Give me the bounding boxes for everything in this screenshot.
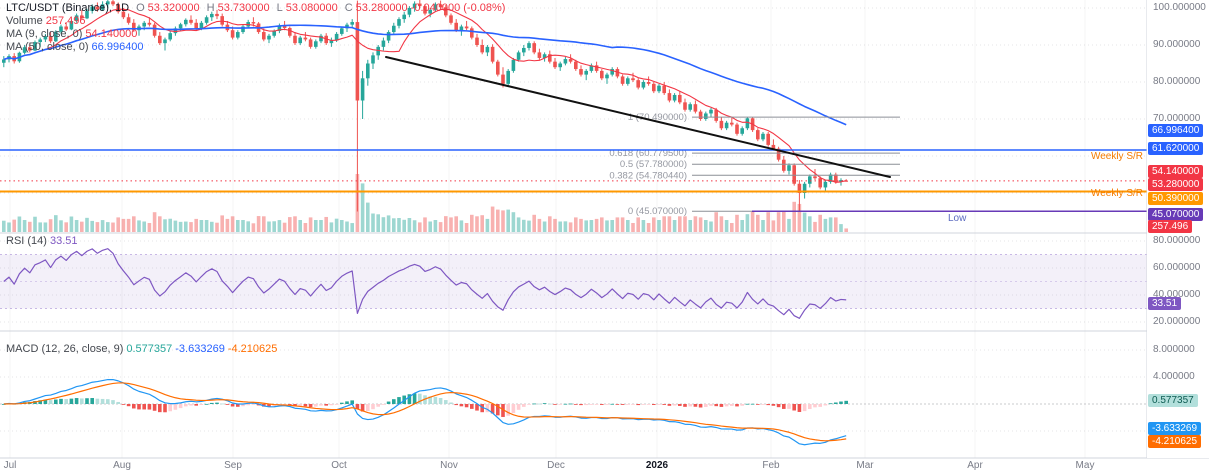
time-label-dec: Dec [547,460,565,471]
rsi-value: 33.51 [49,235,78,247]
time-label-aug: Aug [113,460,131,471]
macd-pane [2,378,848,446]
fib-level-label: 0 (45.070000) [628,206,687,217]
macd-label[interactable]: MACD (12, 26, close, 9) [6,343,124,355]
ma50-value-badge: 66.996400 [1148,124,1204,137]
rsi-label[interactable]: RSI (14) [6,235,47,247]
macd-legend: MACD (12, 26, close, 9) 0.577357 -3.633269… [6,343,277,356]
symbol-title[interactable]: LTC/USDT (Binance), 1D [6,2,130,14]
fib-retracement[interactable]: 1 (70.490000) 0.618 (60.779500)0.5 (57.78… [609,112,900,217]
macd-signal-badge: -4.210625 [1148,435,1202,448]
macd-line-badge: -3.633269 [1148,422,1202,435]
axis-tick: 20.000000 [1153,316,1201,327]
rsi-legend: RSI (14) 33.51 [6,235,78,248]
ma50-value: 66.996400 [91,41,144,53]
weekly-sr-label-1[interactable]: Weekly S/R [1090,151,1143,162]
low-label[interactable]: Low [948,213,967,224]
time-label-apr: Apr [967,460,983,471]
axis-tick: 80.000000 [1153,235,1201,246]
volume-value-badge: 257.496 [1148,220,1193,233]
rsi-band [0,254,1147,309]
macd-hist-value: 0.577357 [126,343,173,355]
ma50-label[interactable]: MA (50, close, 0) [6,41,89,53]
fib-level-label: 0.382 (54.780440) [609,170,687,181]
fib-level-label: 0.618 (60.779500) [609,148,687,159]
fib-level-label: 1 (70.490000) [628,112,687,123]
ma9-value: 54.140000 [85,28,138,40]
fib-level-label: 0.5 (57.780000) [620,159,687,170]
axis-tick: 8.000000 [1153,344,1195,355]
rsi-line [3,248,847,319]
time-label-may: May [1075,460,1095,471]
axis-tick: 100.000000 [1153,2,1206,13]
macd-line-value: -3.633269 [175,343,225,355]
volume-value: 257.496 [45,15,86,27]
macd-signal-value: -4.210625 [227,343,278,355]
axis-tick: 40.000000 [1153,289,1201,300]
axis-tick: 90.000000 [1153,39,1201,50]
close-value: 53.280000 [355,2,408,14]
ma9-value-badge: 54.140000 [1148,165,1204,178]
time-axis[interactable]: Jul Aug Sep Oct Nov Dec 2026 Feb Mar Apr May [0,460,1147,475]
time-label-jul: Jul [3,460,17,471]
low-line-badge: 45.070000 [1148,208,1204,221]
rsi-pane [0,248,1147,319]
macd-signal-line [3,382,847,442]
volume-bars [2,174,848,232]
price-axis[interactable]: 100.000000 90.000000 80.000000 70.000000 80.… [1147,0,1209,458]
time-label-oct: Oct [331,460,347,471]
gridlines [0,0,1147,458]
macd-hist-badge: 0.577357 [1148,394,1198,407]
ma9-label[interactable]: MA (9, close, 0) [6,28,83,40]
weekly-sr-lower-badge: 50.390000 [1148,192,1204,205]
axis-tick: 60.000000 [1153,262,1201,273]
axis-tick: 4.000000 [1153,371,1195,382]
open-value: 53.320000 [147,2,200,14]
time-label-sep: Sep [224,460,242,471]
weekly-sr-label-2[interactable]: Weekly S/R [1090,188,1143,199]
volume-label[interactable]: Volume [6,15,43,27]
macd-line [3,378,847,446]
axis-tick: 70.000000 [1153,113,1201,124]
low-label: L [276,2,283,14]
axis-tick: 80.000000 [1153,76,1201,87]
ma9-line [3,8,847,183]
high-label: H [206,2,215,14]
open-label: O [136,2,145,14]
time-label-mar: Mar [856,460,874,471]
ma50-line [3,24,847,126]
ohlc-legend: LTC/USDT (Binance), 1D O 53.320000 H 53.7300… [6,2,505,54]
close-label: C [344,2,353,14]
weekly-sr-upper-badge: 61.620000 [1148,142,1204,155]
time-label-nov: Nov [440,460,458,471]
high-value: 53.730000 [217,2,270,14]
trendline[interactable] [385,56,891,178]
last-price-badge: 53.280000 [1148,178,1204,191]
rsi-value-badge: 33.51 [1148,297,1182,310]
time-label-2026: 2026 [645,460,669,471]
time-label-feb: Feb [762,460,780,471]
low-value: 53.080000 [285,2,338,14]
price-pane [2,0,848,232]
change-value: -0.040000 (-0.08%) [410,2,506,14]
